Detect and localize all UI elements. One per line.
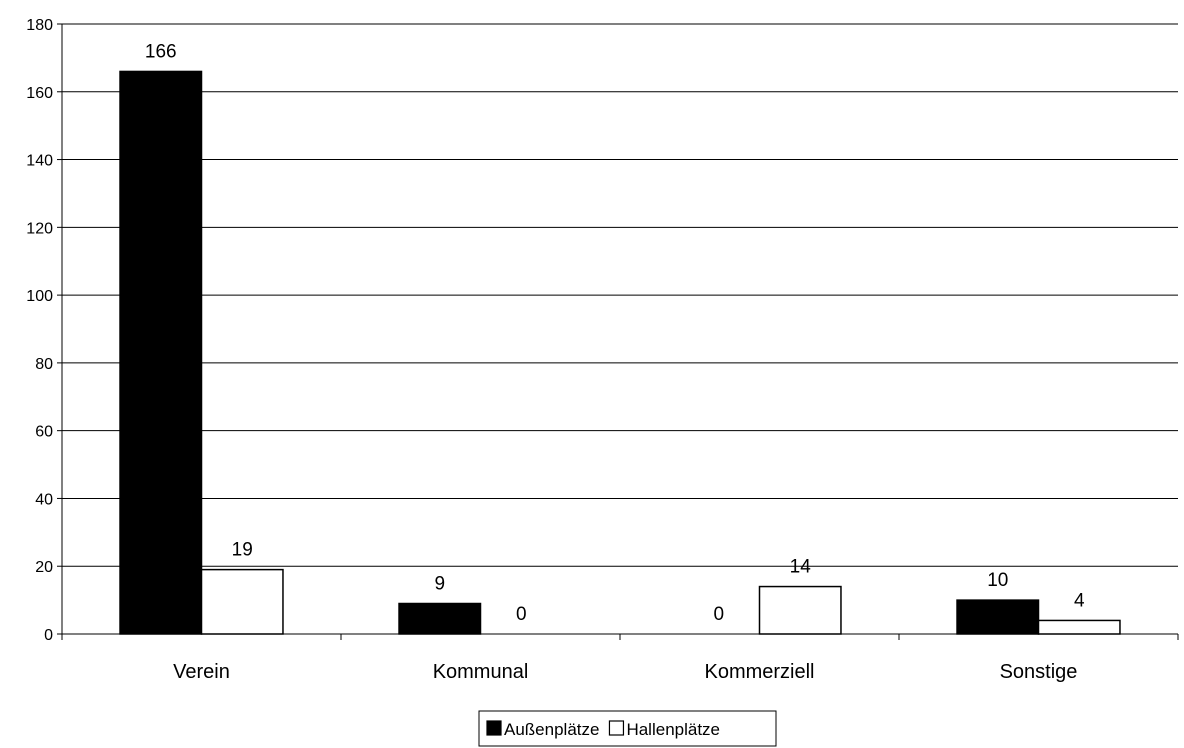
x-category-label: Verein xyxy=(173,661,230,683)
bar-aussenplaetze xyxy=(119,70,203,635)
y-tick-label: 120 xyxy=(26,220,53,237)
y-tick-label: 180 xyxy=(26,17,53,34)
y-tick-label: 100 xyxy=(26,288,53,305)
data-label: 19 xyxy=(232,540,253,561)
data-label: 10 xyxy=(987,570,1008,591)
bar-hallenplaetze xyxy=(758,585,842,635)
y-tick-label: 20 xyxy=(35,559,53,576)
y-tick-label: 60 xyxy=(35,424,53,441)
legend-label: Hallenplätze xyxy=(626,720,720,739)
x-category-label: Sonstige xyxy=(1000,661,1078,683)
y-tick-label: 140 xyxy=(26,153,53,170)
x-category-label: Kommerziell xyxy=(704,661,814,683)
y-tick-label: 0 xyxy=(44,627,53,644)
bar-aussenplaetze xyxy=(956,599,1040,635)
y-tick-label: 80 xyxy=(35,356,53,373)
data-label: 9 xyxy=(434,574,445,595)
bar-hallenplaetze xyxy=(1037,619,1121,635)
y-tick-label: 160 xyxy=(26,85,53,102)
x-category-label: Kommunal xyxy=(433,661,529,683)
data-label: 0 xyxy=(516,604,527,625)
bar-aussenplaetze xyxy=(398,602,482,635)
bar-hallenplaetze xyxy=(200,568,284,635)
legend-label: Außenplätze xyxy=(504,720,599,739)
data-label: 4 xyxy=(1074,590,1085,611)
y-tick-label: 40 xyxy=(35,491,53,508)
data-label: 166 xyxy=(145,41,177,62)
legend-box xyxy=(478,710,777,747)
legend-swatch xyxy=(486,720,502,736)
data-label: 14 xyxy=(790,557,812,578)
data-label: 0 xyxy=(713,604,724,625)
legend-swatch xyxy=(608,720,625,736)
